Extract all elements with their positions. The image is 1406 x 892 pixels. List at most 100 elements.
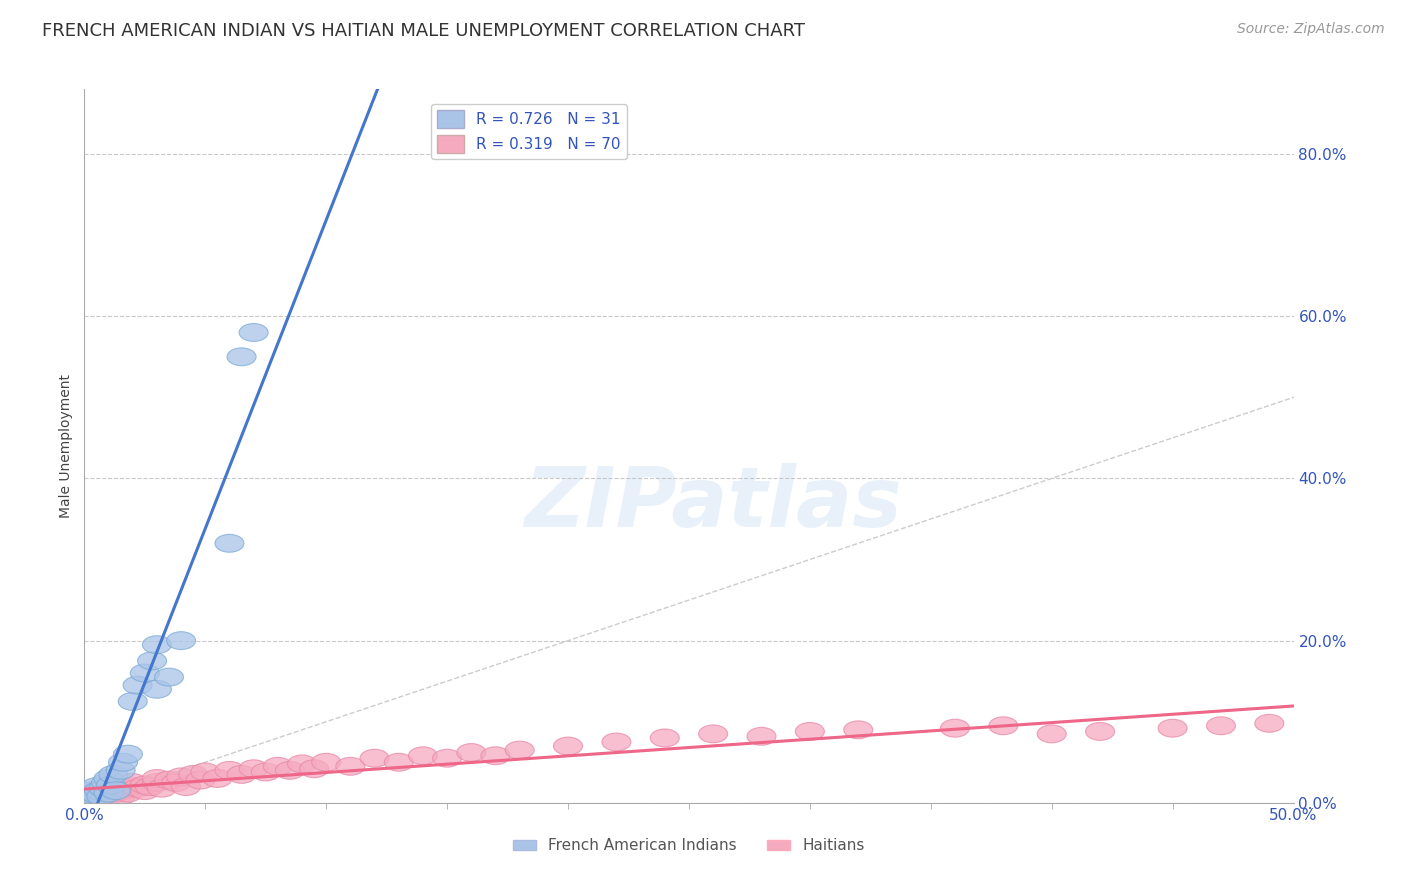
- Ellipse shape: [162, 773, 191, 791]
- Ellipse shape: [457, 744, 486, 762]
- Ellipse shape: [1206, 717, 1236, 735]
- Ellipse shape: [481, 747, 510, 764]
- Ellipse shape: [72, 789, 101, 807]
- Ellipse shape: [97, 776, 125, 794]
- Ellipse shape: [98, 765, 128, 783]
- Ellipse shape: [84, 781, 114, 799]
- Ellipse shape: [80, 789, 108, 806]
- Ellipse shape: [142, 636, 172, 654]
- Y-axis label: Male Unemployment: Male Unemployment: [59, 374, 73, 518]
- Ellipse shape: [166, 632, 195, 649]
- Ellipse shape: [89, 781, 118, 799]
- Ellipse shape: [77, 786, 105, 804]
- Ellipse shape: [299, 760, 329, 778]
- Text: Source: ZipAtlas.com: Source: ZipAtlas.com: [1237, 22, 1385, 37]
- Ellipse shape: [1038, 725, 1066, 743]
- Ellipse shape: [82, 784, 111, 802]
- Ellipse shape: [91, 773, 121, 791]
- Ellipse shape: [108, 781, 138, 799]
- Ellipse shape: [75, 788, 104, 805]
- Text: ZIPatlas: ZIPatlas: [524, 463, 903, 543]
- Ellipse shape: [215, 534, 245, 552]
- Ellipse shape: [80, 784, 108, 802]
- Ellipse shape: [1085, 723, 1115, 740]
- Ellipse shape: [142, 770, 172, 788]
- Ellipse shape: [554, 737, 582, 755]
- Ellipse shape: [239, 760, 269, 778]
- Ellipse shape: [80, 789, 108, 807]
- Ellipse shape: [252, 763, 280, 780]
- Ellipse shape: [142, 681, 172, 698]
- Ellipse shape: [82, 789, 111, 807]
- Ellipse shape: [105, 788, 135, 805]
- Ellipse shape: [191, 763, 219, 780]
- Ellipse shape: [239, 324, 269, 342]
- Ellipse shape: [1159, 719, 1187, 737]
- Ellipse shape: [276, 762, 305, 780]
- Ellipse shape: [166, 768, 195, 786]
- Ellipse shape: [312, 754, 340, 772]
- Ellipse shape: [226, 765, 256, 783]
- Ellipse shape: [105, 762, 135, 780]
- Ellipse shape: [94, 770, 124, 788]
- Ellipse shape: [89, 780, 118, 797]
- Ellipse shape: [135, 778, 165, 796]
- Ellipse shape: [89, 786, 118, 804]
- Ellipse shape: [77, 786, 105, 804]
- Text: FRENCH AMERICAN INDIAN VS HAITIAN MALE UNEMPLOYMENT CORRELATION CHART: FRENCH AMERICAN INDIAN VS HAITIAN MALE U…: [42, 22, 806, 40]
- Ellipse shape: [650, 729, 679, 747]
- Ellipse shape: [747, 727, 776, 745]
- Ellipse shape: [108, 754, 138, 772]
- Ellipse shape: [988, 717, 1018, 735]
- Ellipse shape: [111, 780, 141, 797]
- Ellipse shape: [82, 778, 111, 796]
- Ellipse shape: [844, 721, 873, 739]
- Ellipse shape: [104, 778, 132, 796]
- Ellipse shape: [408, 747, 437, 764]
- Ellipse shape: [101, 781, 131, 799]
- Ellipse shape: [138, 652, 166, 670]
- Ellipse shape: [91, 788, 121, 805]
- Ellipse shape: [699, 725, 728, 743]
- Ellipse shape: [1254, 714, 1284, 732]
- Ellipse shape: [72, 789, 101, 807]
- Ellipse shape: [941, 719, 970, 737]
- Ellipse shape: [77, 789, 105, 807]
- Ellipse shape: [155, 772, 184, 789]
- Ellipse shape: [118, 778, 148, 796]
- Ellipse shape: [94, 784, 124, 802]
- Ellipse shape: [87, 789, 115, 807]
- Ellipse shape: [433, 749, 461, 767]
- Ellipse shape: [131, 665, 159, 682]
- Ellipse shape: [124, 676, 152, 694]
- Ellipse shape: [124, 780, 152, 797]
- Ellipse shape: [87, 788, 115, 805]
- Ellipse shape: [118, 692, 148, 710]
- Ellipse shape: [226, 348, 256, 366]
- Ellipse shape: [77, 781, 105, 799]
- Ellipse shape: [172, 778, 201, 796]
- Ellipse shape: [263, 757, 292, 775]
- Ellipse shape: [155, 668, 184, 686]
- Ellipse shape: [179, 765, 208, 783]
- Ellipse shape: [215, 762, 245, 780]
- Ellipse shape: [94, 784, 124, 802]
- Ellipse shape: [97, 786, 125, 804]
- Ellipse shape: [82, 786, 111, 804]
- Ellipse shape: [505, 741, 534, 759]
- Ellipse shape: [202, 770, 232, 788]
- Ellipse shape: [287, 755, 316, 772]
- Ellipse shape: [131, 776, 159, 794]
- Ellipse shape: [336, 757, 366, 775]
- Ellipse shape: [360, 749, 389, 767]
- Ellipse shape: [98, 781, 128, 799]
- Ellipse shape: [131, 781, 159, 799]
- Legend: French American Indians, Haitians: French American Indians, Haitians: [508, 832, 870, 859]
- Ellipse shape: [114, 745, 142, 763]
- Ellipse shape: [384, 754, 413, 772]
- Ellipse shape: [796, 723, 824, 740]
- Ellipse shape: [118, 773, 148, 791]
- Ellipse shape: [148, 780, 176, 797]
- Ellipse shape: [94, 780, 124, 797]
- Ellipse shape: [186, 772, 215, 789]
